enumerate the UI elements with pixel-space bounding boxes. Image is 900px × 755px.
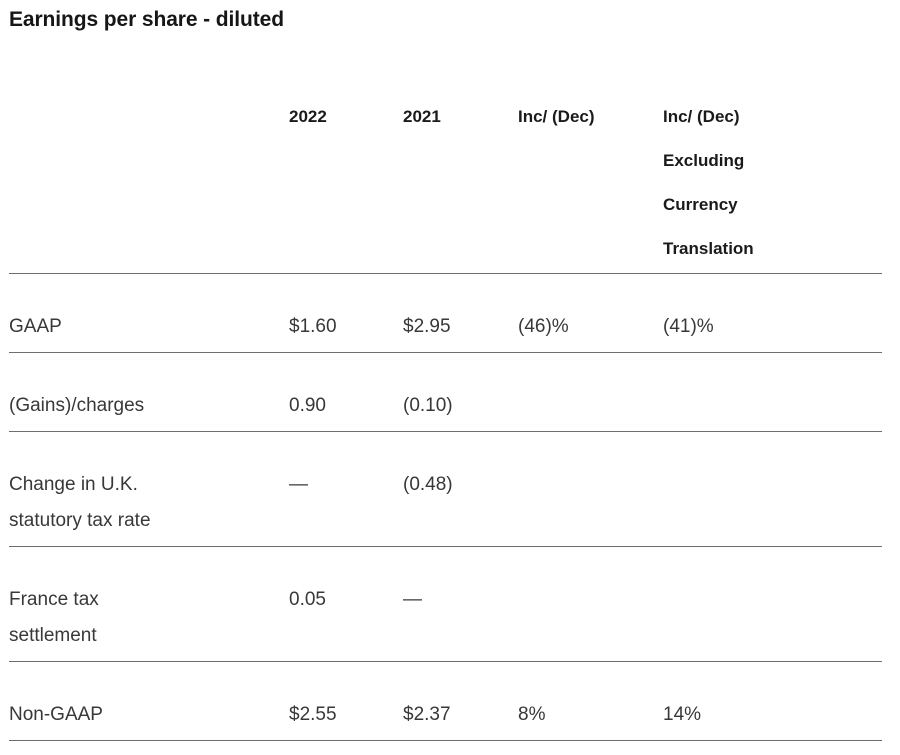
column-header-inc-dec: Inc/ (Dec) (518, 107, 595, 126)
cell-2022: — (289, 431, 403, 547)
table-row-uk-statutory-tax-rate: Change in U.K. statutory tax rate — (0.4… (9, 431, 882, 547)
row-label: France tax settlement (9, 546, 289, 662)
row-label: GAAP (9, 273, 289, 353)
column-header-2022: 2022 (289, 107, 327, 126)
cell-inc-dec-fx: (41)% (663, 273, 882, 353)
row-label: Non-GAAP (9, 661, 289, 741)
cell-2022: $2.55 (289, 661, 403, 741)
cell-2021: $2.37 (403, 661, 518, 741)
table-row-non-gaap: Non-GAAP $2.55 $2.37 8% 14% (9, 661, 882, 741)
cell-inc-dec (518, 352, 663, 432)
column-header-label (9, 95, 289, 274)
cell-2021: — (403, 546, 518, 662)
column-header-inc-dec-excluding-currency: Inc/ (Dec) Excluding Currency Translatio… (663, 107, 754, 258)
cell-inc-dec (518, 546, 663, 662)
table-row-france-tax-settlement: France tax settlement 0.05 — (9, 546, 882, 662)
table-header: 2022 2021 Inc/ (Dec) Inc/ (Dec) Excludin… (9, 95, 882, 274)
cell-inc-dec-fx: 14% (663, 661, 882, 741)
table-body: GAAP $1.60 $2.95 (46)% (41)% (Gains)/cha… (9, 273, 882, 741)
row-label: Change in U.K. statutory tax rate (9, 431, 289, 547)
cell-inc-dec: (46)% (518, 273, 663, 353)
cell-2022: $1.60 (289, 273, 403, 353)
cell-2022: 0.05 (289, 546, 403, 662)
cell-inc-dec-fx (663, 352, 882, 432)
cell-inc-dec-fx (663, 546, 882, 662)
cell-inc-dec (518, 431, 663, 547)
cell-2022: 0.90 (289, 352, 403, 432)
table-row-gaap: GAAP $1.60 $2.95 (46)% (41)% (9, 273, 882, 353)
cell-2021: $2.95 (403, 273, 518, 353)
cell-inc-dec: 8% (518, 661, 663, 741)
cell-2021: (0.10) (403, 352, 518, 432)
eps-table: 2022 2021 Inc/ (Dec) Inc/ (Dec) Excludin… (9, 95, 882, 741)
cell-2021: (0.48) (403, 431, 518, 547)
column-header-2021: 2021 (403, 107, 441, 126)
row-label: (Gains)/charges (9, 352, 289, 432)
header-row: 2022 2021 Inc/ (Dec) Inc/ (Dec) Excludin… (9, 95, 882, 274)
table-row-gains-charges: (Gains)/charges 0.90 (0.10) (9, 352, 882, 432)
cell-inc-dec-fx (663, 431, 882, 547)
page-title: Earnings per share - diluted (9, 8, 284, 31)
